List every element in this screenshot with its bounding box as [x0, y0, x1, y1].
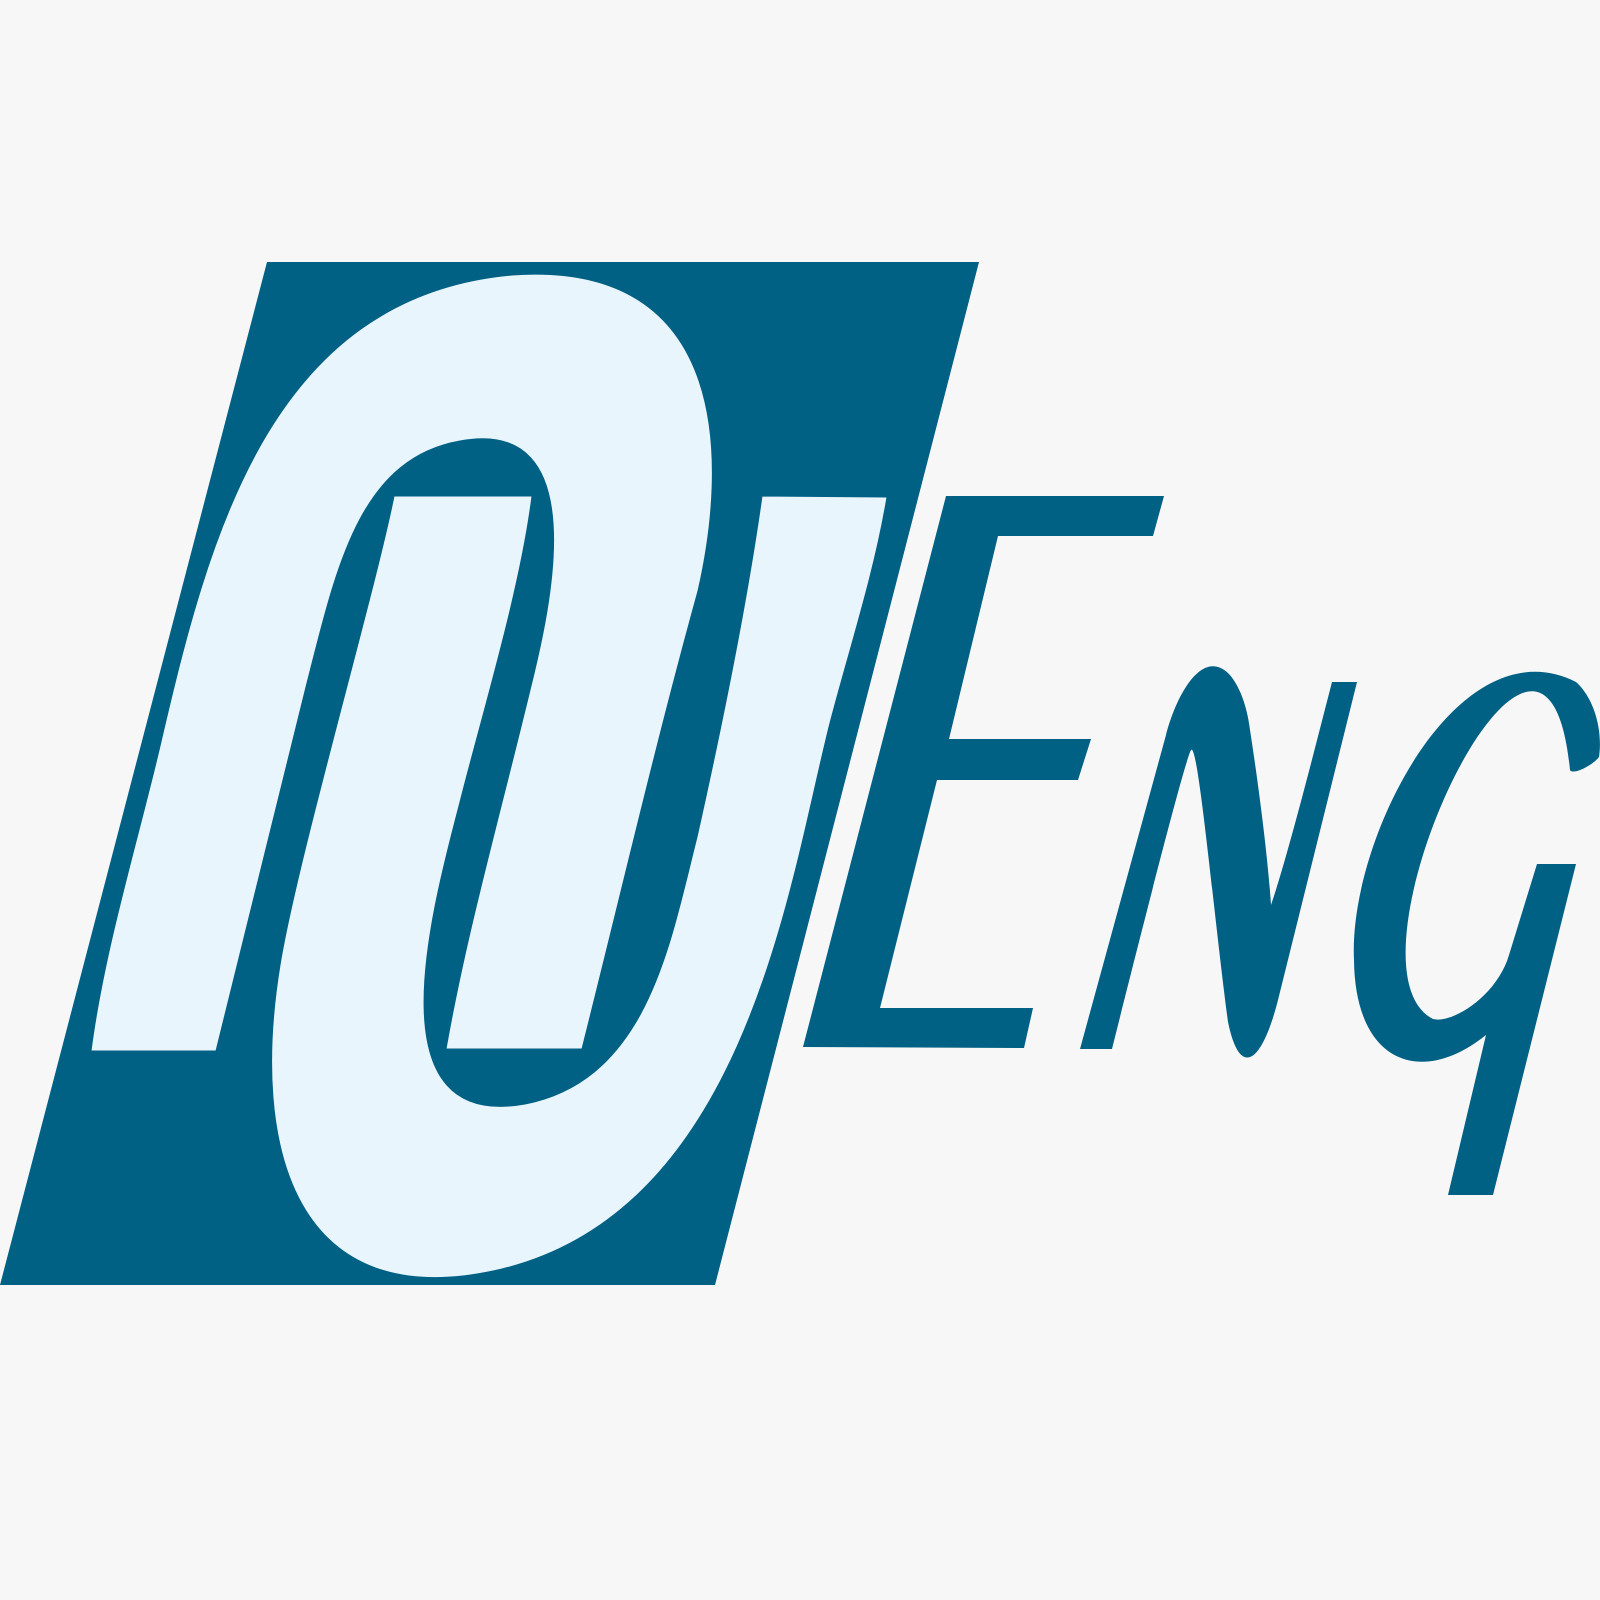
emblem-n-letterform: [90, 273, 713, 1052]
letter-e: [803, 496, 1164, 1048]
emblem-n-swoosh: [271, 495, 888, 1279]
letter-g: [1353, 671, 1600, 1195]
letter-n: [1080, 666, 1357, 1058]
